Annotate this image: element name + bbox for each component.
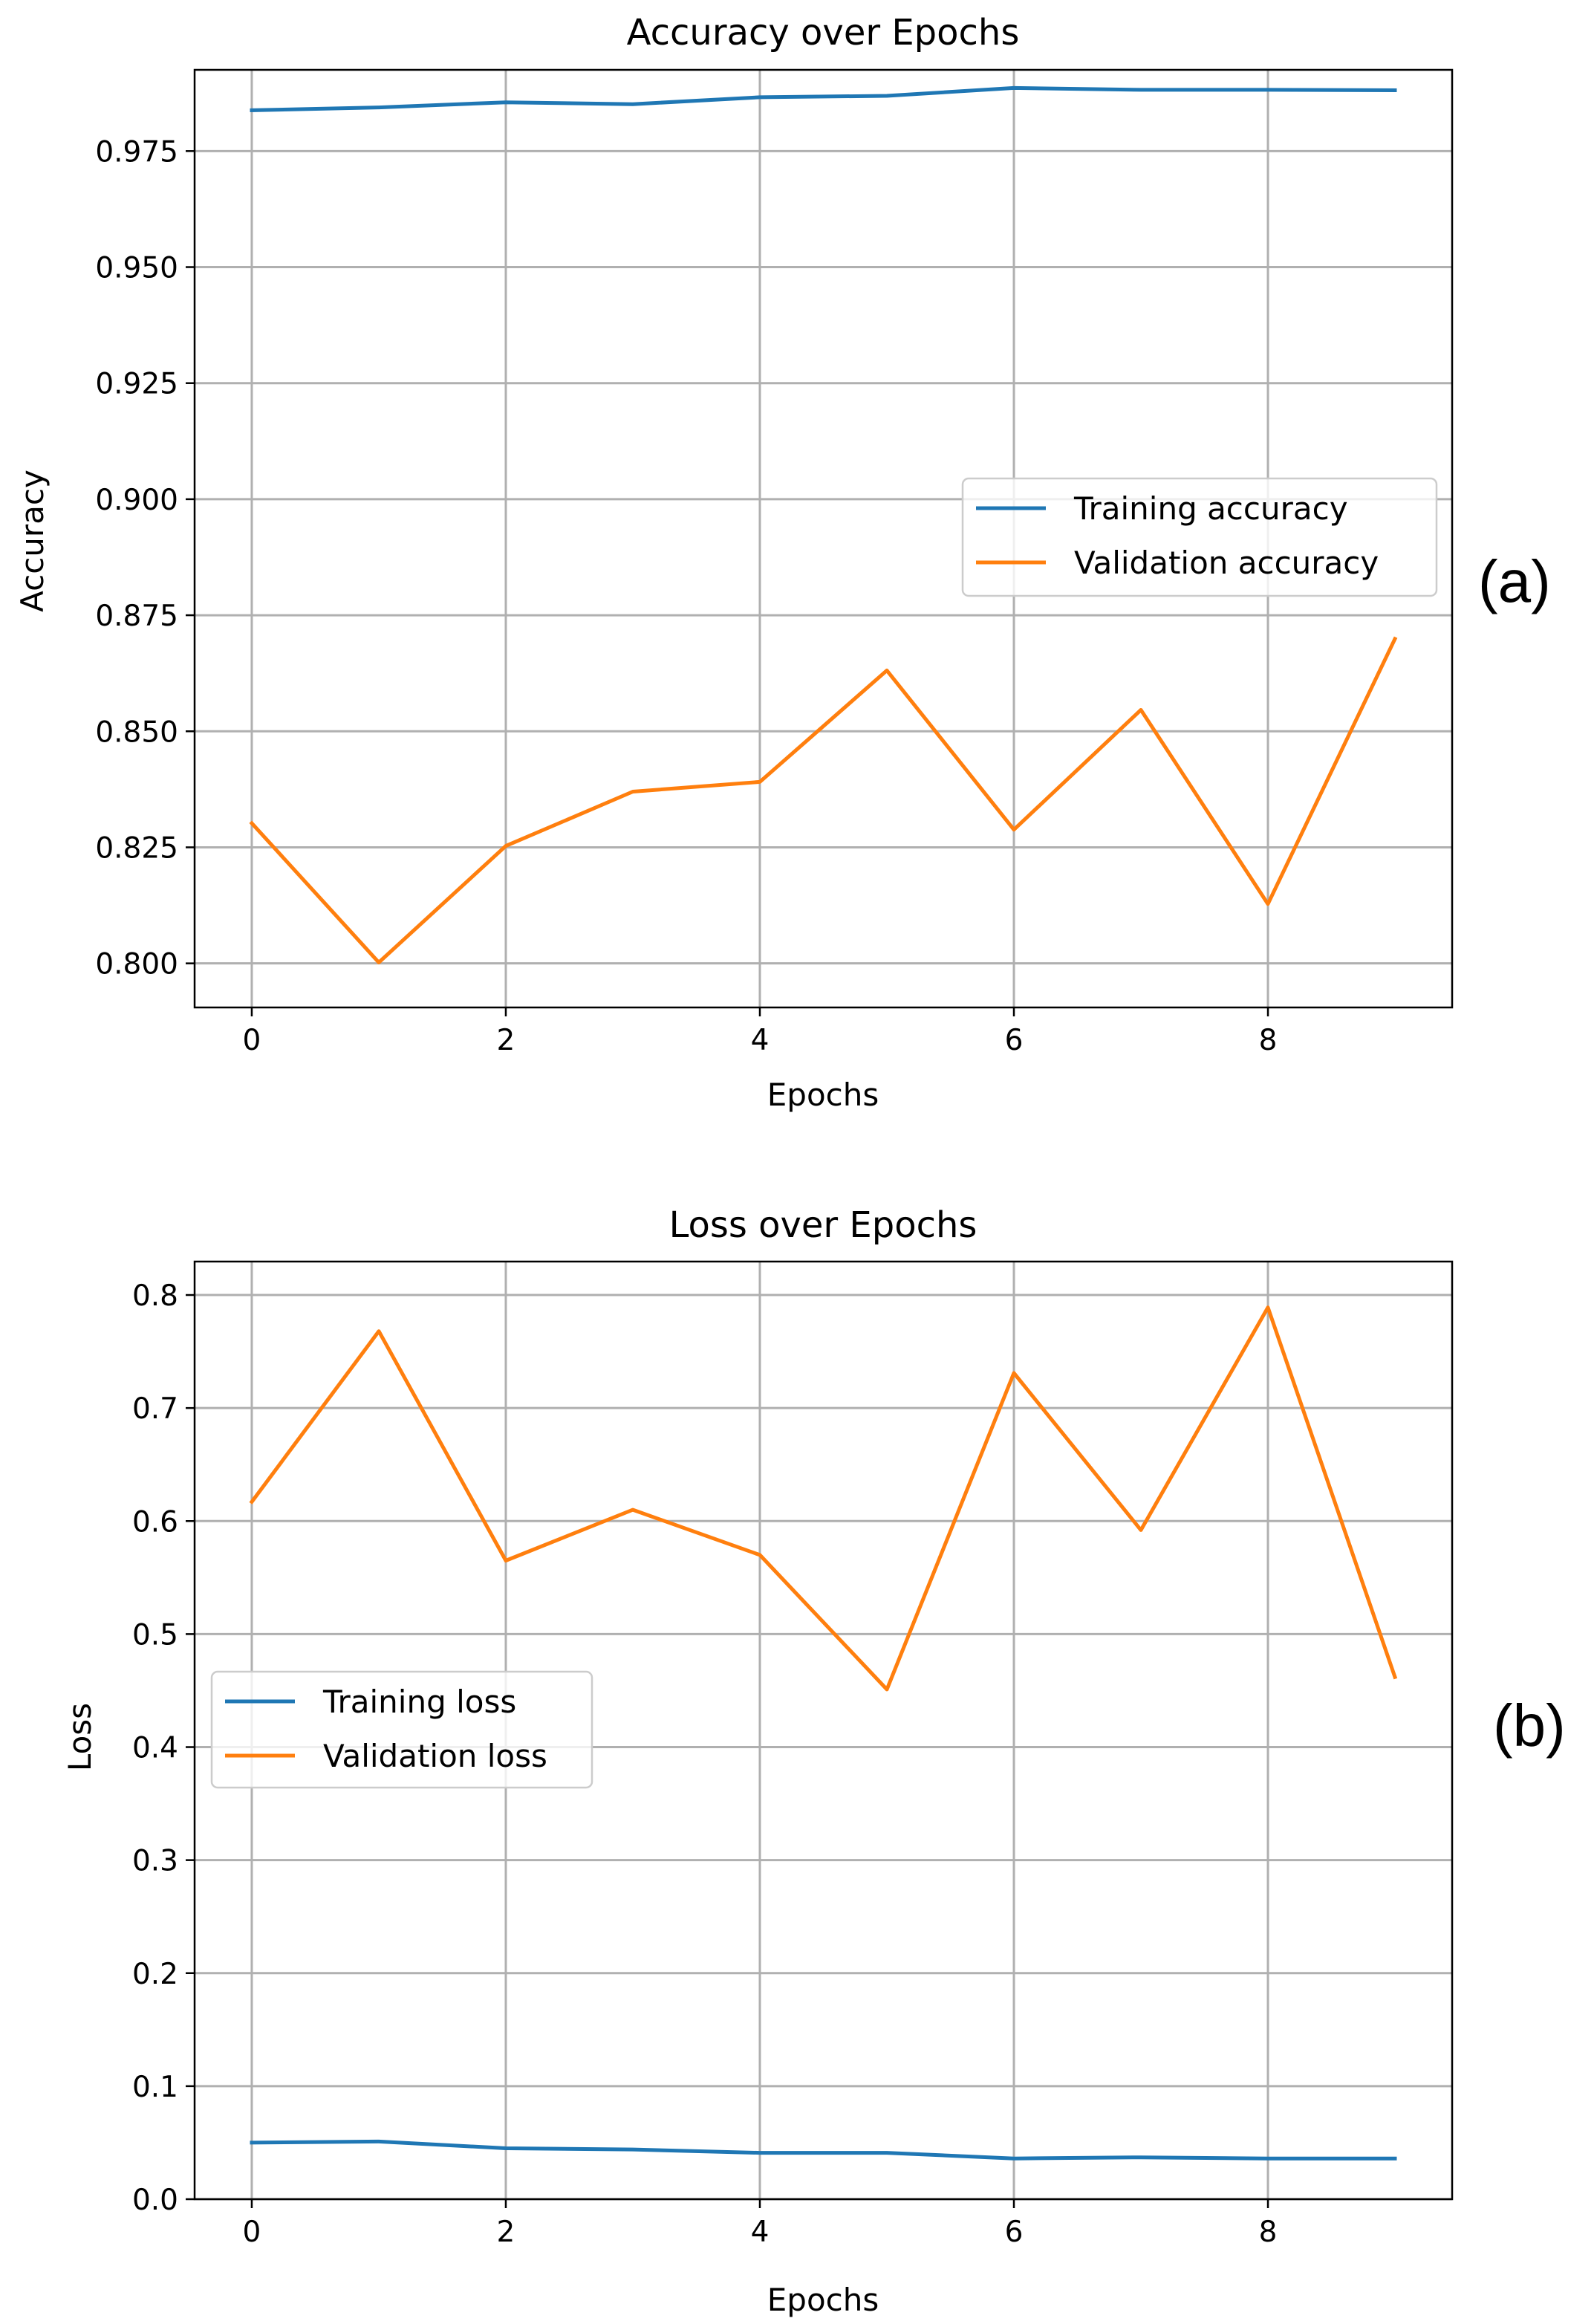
data-point-training-loss (1266, 2156, 1270, 2161)
data-point-validation-loss (885, 1687, 889, 1692)
y-tick-label: 0.925 (95, 368, 178, 401)
data-point-validation-loss (1393, 1675, 1397, 1679)
data-point-training-accuracy (1012, 85, 1016, 90)
x-axis-label: Epochs (767, 1077, 879, 1113)
data-point-training-loss (377, 2139, 381, 2143)
data-point-training-accuracy (1139, 88, 1143, 92)
data-point-training-accuracy (885, 94, 889, 98)
x-tick-label: 6 (1005, 1024, 1024, 1057)
y-tick-label: 0.5 (132, 1618, 178, 1652)
series-line-training-loss (250, 2139, 1397, 2161)
x-tick-label: 2 (497, 2216, 515, 2249)
series-line-training-accuracy (250, 85, 1397, 112)
plot-frame (193, 68, 1454, 1009)
chart-title: Loss over Epochs (669, 1204, 977, 1246)
x-tick-label: 8 (1259, 1024, 1278, 1057)
y-axis-label: Accuracy (14, 470, 51, 612)
data-point-validation-accuracy (1012, 828, 1016, 832)
data-point-training-loss (631, 2147, 635, 2152)
series-line-validation-accuracy (249, 636, 1398, 964)
data-point-validation-accuracy (504, 844, 508, 848)
data-point-training-accuracy (758, 95, 762, 100)
x-tick-label: 2 (497, 1024, 515, 1057)
data-point-validation-loss (377, 1329, 381, 1334)
series-line-validation-loss (249, 1305, 1398, 1692)
x-tick-label: 6 (1005, 2216, 1024, 2249)
data-point-validation-loss (758, 1553, 762, 1557)
legend-frame (961, 477, 1438, 597)
data-point-validation-loss (504, 1559, 508, 1563)
y-tick-label: 0.875 (95, 600, 178, 633)
x-tick-label: 8 (1259, 2216, 1278, 2249)
data-point-validation-accuracy (250, 821, 254, 825)
data-point-training-accuracy (1266, 88, 1270, 92)
y-tick-label: 0.825 (95, 831, 178, 865)
data-point-training-accuracy (504, 100, 508, 105)
y-tick-label: 0.8 (132, 1279, 178, 1313)
y-axis-label: Loss (62, 1703, 98, 1771)
x-axis-label: Epochs (767, 2282, 879, 2318)
data-point-training-accuracy (377, 106, 381, 110)
data-point-validation-accuracy (1266, 902, 1270, 906)
x-tick-label: 0 (243, 1024, 261, 1057)
data-point-training-loss (758, 2151, 762, 2155)
legend-label-training-accuracy: Training accuracy (1073, 490, 1348, 527)
data-point-validation-accuracy (631, 789, 635, 793)
legend: Training accuracy Validation accuracy (961, 477, 1438, 597)
data-point-validation-accuracy (1393, 637, 1397, 641)
chart-title: Accuracy over Epochs (627, 12, 1020, 53)
y-tick-label: 0.2 (132, 1958, 178, 1991)
data-point-validation-accuracy (1139, 708, 1143, 713)
y-tick-label: 0.800 (95, 948, 178, 981)
y-tick-label: 0.975 (95, 135, 178, 169)
data-point-training-loss (1139, 2155, 1143, 2160)
y-tick-label: 0.0 (132, 2184, 178, 2217)
data-point-training-loss (1012, 2156, 1016, 2161)
y-tick-label: 0.850 (95, 715, 178, 749)
data-point-validation-loss (1012, 1371, 1016, 1375)
x-tick-label: 4 (751, 2216, 770, 2249)
y-tick-label: 0.1 (132, 2071, 178, 2104)
data-point-training-accuracy (250, 108, 254, 112)
data-point-training-loss (504, 2146, 508, 2151)
y-tick-label: 0.3 (132, 1845, 178, 1878)
data-point-validation-accuracy (885, 668, 889, 672)
legend-label-validation-accuracy: Validation accuracy (1074, 545, 1379, 581)
legend: Training loss Validation loss (210, 1670, 593, 1789)
data-point-validation-loss (1139, 1528, 1143, 1532)
y-tick-label: 0.950 (95, 252, 178, 285)
panel-label-b: (b) (1493, 1692, 1566, 1759)
x-tick-label: 4 (751, 1024, 770, 1057)
x-tick-label: 0 (243, 2216, 261, 2249)
data-point-validation-accuracy (377, 960, 381, 964)
data-point-training-loss (1393, 2156, 1397, 2161)
plot-frame (193, 1260, 1454, 2201)
y-tick-label: 0.7 (132, 1392, 178, 1426)
data-point-validation-loss (1266, 1305, 1270, 1310)
y-tick-label: 0.900 (95, 484, 178, 517)
accuracy-chart: Accuracy over Epochs 0 2 4 6 8 0.800 0.825 0.85… (14, 12, 1551, 1113)
data-point-validation-accuracy (758, 779, 762, 784)
data-point-training-loss (250, 2140, 254, 2145)
data-point-training-loss (885, 2151, 889, 2155)
loss-chart: Loss over Epochs 0 2 4 6 8 0.0 0.1 0.2 0.3 0.4 0.5… (62, 1204, 1566, 2318)
legend-label-training-loss: Training loss (322, 1684, 516, 1720)
data-point-validation-loss (631, 1507, 635, 1512)
panel-label-a: (a) (1478, 548, 1551, 614)
y-tick-label: 0.4 (132, 1732, 178, 1765)
legend-frame (210, 1670, 593, 1789)
data-point-training-accuracy (631, 102, 635, 106)
data-point-validation-loss (250, 1499, 254, 1504)
data-point-training-accuracy (1393, 88, 1397, 92)
y-tick-label: 0.6 (132, 1505, 178, 1539)
legend-label-validation-loss: Validation loss (323, 1738, 547, 1774)
